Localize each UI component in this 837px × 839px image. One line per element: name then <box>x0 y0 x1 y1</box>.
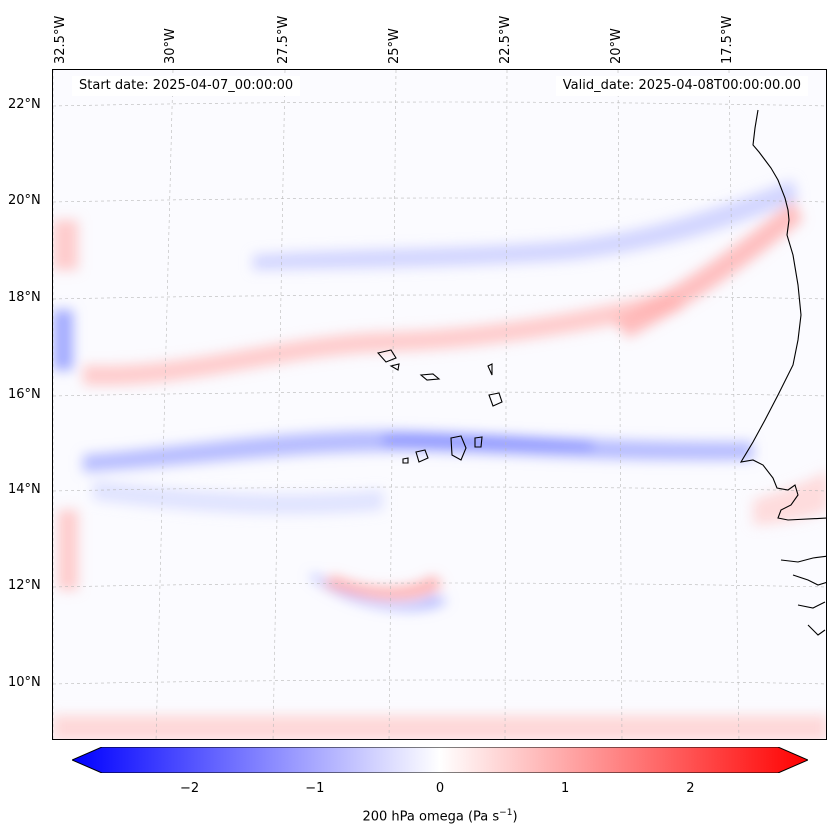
cape-verde-santo-antao <box>376 349 397 363</box>
cape-verde-sao-vicente <box>389 363 400 371</box>
map-panel[interactable] <box>52 69 827 740</box>
omega-band-positive-arc <box>323 575 443 600</box>
omega-band-positive-west-south <box>58 510 78 590</box>
lat-label-18n: 18°N <box>8 290 41 305</box>
cape-verde-maio <box>474 436 483 448</box>
meridian-30w <box>155 70 174 739</box>
meridian-25w <box>388 70 397 739</box>
lon-label-25w: 25°W <box>387 28 402 64</box>
map-background <box>53 70 826 739</box>
meridian-17-5w <box>728 70 740 739</box>
lon-label-27-5w: 27.5°W <box>276 15 291 64</box>
lat-label-12n: 12°N <box>8 578 41 593</box>
lon-label-17-5w: 17.5°W <box>720 15 735 64</box>
omega-band-negative-north <box>253 180 798 270</box>
colorbar-tick-label: −2 <box>180 781 200 796</box>
meridian-22-5w <box>504 70 508 739</box>
omega-band-negative-arc <box>308 575 448 611</box>
graticule <box>53 70 826 739</box>
cape-verde-santiago <box>450 435 467 461</box>
meridian-20w <box>617 70 623 739</box>
colorbar-title: 200 hPa omega (Pa s−1) <box>362 808 518 825</box>
colorbar <box>72 747 808 773</box>
omega-field-map <box>53 70 826 739</box>
omega-band-positive-mid <box>83 290 683 386</box>
lat-label-22n: 22°N <box>8 97 41 112</box>
cape-verde-brava <box>402 457 409 464</box>
omega-band-positive-bottom <box>53 715 826 739</box>
parallel-16n <box>53 391 826 397</box>
omega-band-negative-sw <box>93 480 383 515</box>
cape-verde-sao-nicolau <box>419 373 441 381</box>
parallel-12n <box>53 582 826 588</box>
omega-band-negative-core <box>383 434 593 450</box>
guinea-coast <box>807 624 826 636</box>
colorbar-tick-label: 1 <box>561 781 570 796</box>
omega-band-positive-ne <box>613 200 803 338</box>
cape-verde-boa-vista <box>488 392 503 407</box>
gambia-coast <box>780 555 826 563</box>
guinea-bissau-coast <box>792 574 826 586</box>
omega-band-positive-east <box>753 471 826 525</box>
colorbar-tick-label: 0 <box>435 781 445 796</box>
lat-label-16n: 16°N <box>8 387 41 402</box>
parallel-14n <box>53 486 826 492</box>
colorbar-body <box>72 747 808 773</box>
africa-coastline <box>739 109 826 521</box>
omega-shading <box>53 180 826 739</box>
lon-label-22-5w: 22.5°W <box>498 15 513 64</box>
parallel-22n <box>53 101 826 107</box>
parallel-20n <box>53 197 826 203</box>
lon-label-32-5w: 32.5°W <box>53 15 68 64</box>
colorbar-tick-label: 2 <box>686 781 695 796</box>
valid-date-label: Valid_date: 2025-04-08T00:00:00.00 <box>555 76 808 96</box>
parallel-10n <box>53 679 826 685</box>
lon-label-20w: 20°W <box>609 28 624 64</box>
coastlines <box>376 109 826 636</box>
omega-band-positive-west <box>53 220 78 270</box>
parallel-18n <box>53 294 826 300</box>
colorbar-tick-label: −1 <box>305 781 325 796</box>
start-date-label: Start date: 2025-04-07_00:00:00 <box>72 76 301 96</box>
cape-verde-fogo <box>415 449 429 463</box>
omega-band-negative-west <box>53 310 73 370</box>
lat-label-14n: 14°N <box>8 482 41 497</box>
bijagos-islands <box>797 601 826 609</box>
meridian-27-5w <box>272 70 286 739</box>
lat-label-10n: 10°N <box>8 675 41 690</box>
lon-label-30w: 30°W <box>163 28 178 64</box>
cape-verde-sal <box>487 363 493 376</box>
lat-label-20n: 20°N <box>8 193 41 208</box>
